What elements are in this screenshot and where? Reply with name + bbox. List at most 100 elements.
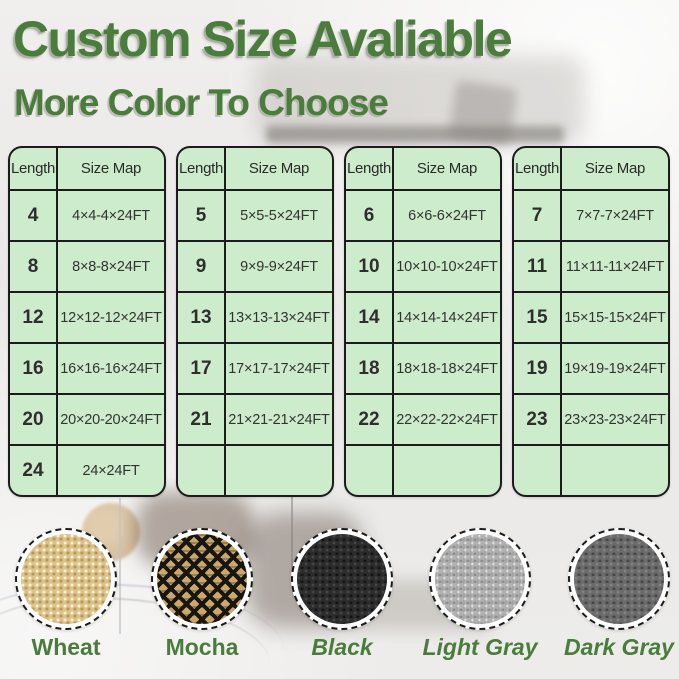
length-cell: 7 <box>531 204 543 226</box>
swatch-mocha <box>151 528 253 630</box>
length-header: Length <box>10 160 56 177</box>
length-cell: 8 <box>27 255 39 277</box>
size-map-header: Size Map <box>560 148 668 189</box>
sewing-machine-blur <box>255 56 585 144</box>
table-row: 16 16×16-16×24FT <box>10 342 164 393</box>
table-row: 20 20×20-20×24FT <box>10 393 164 444</box>
length-cell: 18 <box>358 357 380 379</box>
table-row: 11 11×11-11×24FT <box>514 240 668 291</box>
size-map-header: Size Map <box>56 148 164 189</box>
length-cell: 23 <box>526 408 548 430</box>
table-row: 14 14×14-14×24FT <box>346 291 500 342</box>
length-cell: 10 <box>358 255 380 277</box>
length-cell: 19 <box>526 357 548 379</box>
table-row: 19 19×19-19×24FT <box>514 342 668 393</box>
swatch-label: Mocha <box>165 634 239 660</box>
size-table: Length Size Map 4 4×4-4×24FT 8 8×8-8×24FT 12 12… <box>8 146 166 497</box>
needle-area-blur <box>448 79 518 147</box>
table-row <box>178 444 332 495</box>
size-map-cell: 7×7-7×24FT <box>560 191 668 240</box>
size-map-header: Size Map <box>224 148 332 189</box>
table-row: 6 6×6-6×24FT <box>346 189 500 240</box>
size-map-cell: 24×24FT <box>56 446 164 495</box>
length-cell: 15 <box>526 306 548 328</box>
swatch-item-light-gray: Light Gray <box>422 528 538 660</box>
size-map-cell: 12×12-12×24FT <box>56 293 164 342</box>
swatch-item-mocha: Mocha <box>151 528 253 660</box>
size-map-cell: 20×20-20×24FT <box>56 395 164 444</box>
size-map-cell: 14×14-14×24FT <box>392 293 500 342</box>
size-map-cell: 15×15-15×24FT <box>560 293 668 342</box>
table-row: 17 17×17-17×24FT <box>178 342 332 393</box>
size-map-cell: 18×18-18×24FT <box>392 344 500 393</box>
size-map-cell: 11×11-11×24FT <box>560 242 668 291</box>
size-map-cell <box>224 446 332 495</box>
swatch-item-wheat: Wheat <box>15 528 117 660</box>
swatch-label: Dark Gray <box>564 634 674 660</box>
length-cell: 22 <box>358 408 380 430</box>
swatch-light-gray <box>429 528 531 630</box>
length-cell: 13 <box>190 306 212 328</box>
length-cell: 14 <box>358 306 380 328</box>
size-map-cell: 9×9-9×24FT <box>224 242 332 291</box>
length-header: Length <box>346 160 392 177</box>
size-map-cell: 21×21-21×24FT <box>224 395 332 444</box>
size-map-header: Size Map <box>392 148 500 189</box>
size-map-cell <box>392 446 500 495</box>
table-row: 4 4×4-4×24FT <box>10 189 164 240</box>
size-map-cell: 23×23-23×24FT <box>560 395 668 444</box>
swatch-wheat <box>15 528 117 630</box>
fabric-texture-mocha <box>157 534 247 624</box>
table-row: 10 10×10-10×24FT <box>346 240 500 291</box>
swatch-black <box>291 528 393 630</box>
length-header: Length <box>514 160 560 177</box>
table-row: 24 24×24FT <box>10 444 164 495</box>
length-cell: 5 <box>195 204 207 226</box>
table-row: 5 5×5-5×24FT <box>178 189 332 240</box>
table-row: 8 8×8-8×24FT <box>10 240 164 291</box>
fabric-texture-wheat <box>21 534 111 624</box>
length-cell: 16 <box>22 357 44 379</box>
size-map-cell: 10×10-10×24FT <box>392 242 500 291</box>
length-header: Length <box>178 160 224 177</box>
length-cell <box>514 446 560 495</box>
size-table: Length Size Map 5 5×5-5×24FT 9 9×9-9×24FT 13 13… <box>176 146 334 497</box>
thread-line <box>291 466 293 570</box>
table-row: 22 22×22-22×24FT <box>346 393 500 444</box>
table-row: 18 18×18-18×24FT <box>346 342 500 393</box>
thread-line <box>119 498 121 634</box>
swatch-item-dark-gray: Dark Gray <box>564 528 674 660</box>
page-subtitle: More Color To Choose <box>14 82 389 123</box>
length-cell: 17 <box>190 357 212 379</box>
size-map-cell: 5×5-5×24FT <box>224 191 332 240</box>
length-cell <box>178 446 224 495</box>
table-header-row: Length Size Map <box>10 148 164 189</box>
length-cell <box>346 446 392 495</box>
table-row <box>514 444 668 495</box>
page-title: Custom Size Avaliable <box>13 11 513 67</box>
swatch-label: Light Gray <box>422 634 538 660</box>
swatch-label: Wheat <box>31 634 101 660</box>
length-cell: 20 <box>22 408 44 430</box>
length-cell: 9 <box>195 255 207 277</box>
size-map-cell: 17×17-17×24FT <box>224 344 332 393</box>
length-cell: 6 <box>363 204 375 226</box>
table-row: 9 9×9-9×24FT <box>178 240 332 291</box>
machine-arm-blur <box>266 126 564 143</box>
size-map-cell: 19×19-19×24FT <box>560 344 668 393</box>
size-map-cell: 4×4-4×24FT <box>56 191 164 240</box>
fabric-texture-black <box>297 534 387 624</box>
size-table: Length Size Map 6 6×6-6×24FT 10 10×10-10×24FT… <box>344 146 502 497</box>
size-map-cell <box>560 446 668 495</box>
size-map-cell: 6×6-6×24FT <box>392 191 500 240</box>
fabric-texture-light-gray <box>435 534 525 624</box>
table-header-row: Length Size Map <box>346 148 500 189</box>
size-map-cell: 16×16-16×24FT <box>56 344 164 393</box>
length-cell: 11 <box>526 255 548 277</box>
table-row: 7 7×7-7×24FT <box>514 189 668 240</box>
swatch-dark-gray <box>568 528 670 630</box>
table-row: 13 13×13-13×24FT <box>178 291 332 342</box>
length-cell: 24 <box>22 459 44 481</box>
table-row: 23 23×23-23×24FT <box>514 393 668 444</box>
